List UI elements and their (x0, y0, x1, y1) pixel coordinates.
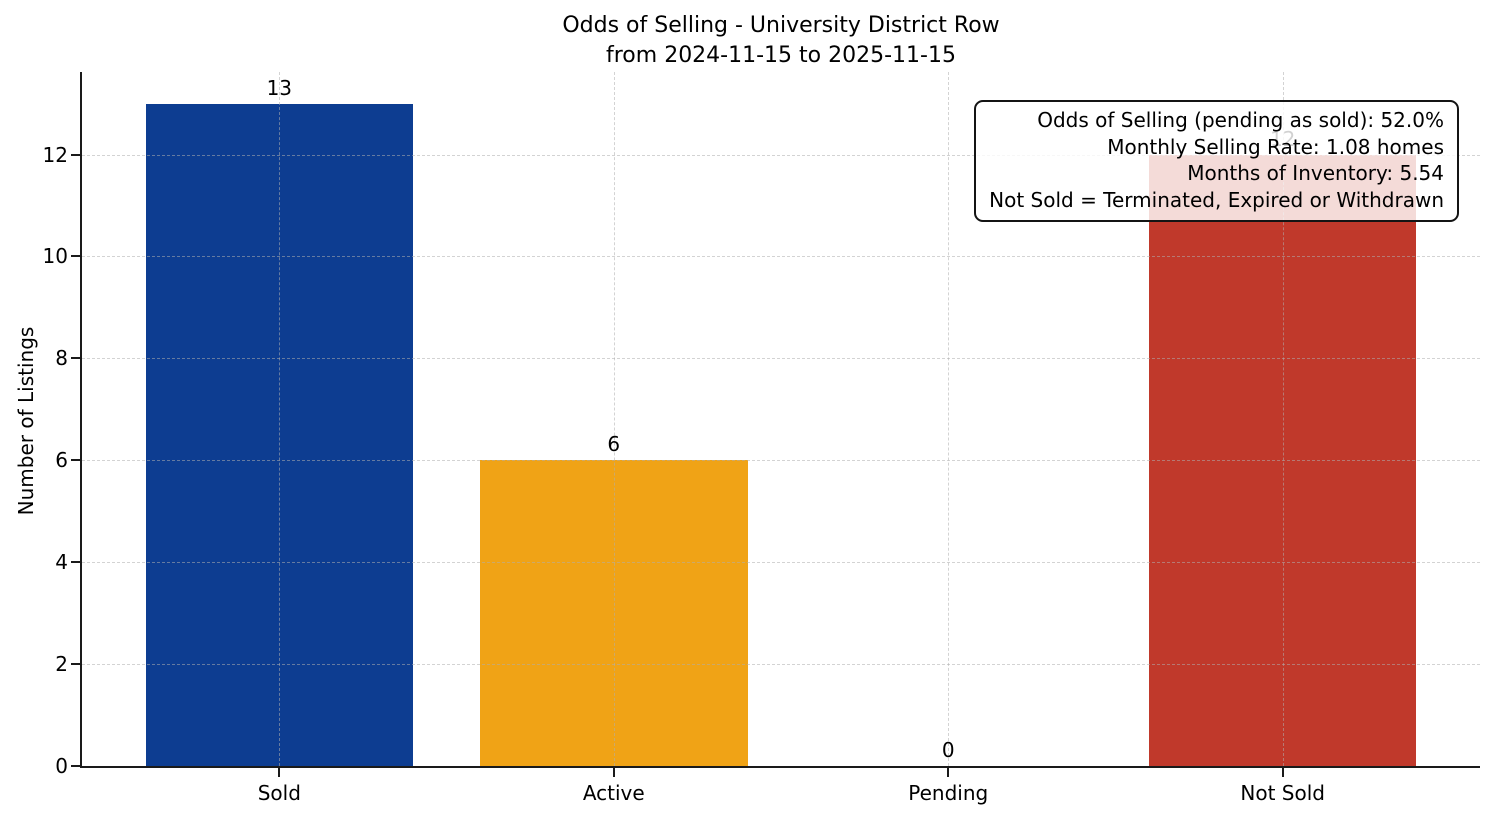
x-tick-active (612, 768, 615, 777)
x-tick-sold (278, 768, 281, 777)
y-tick (71, 459, 80, 462)
chart-title-block: Odds of Selling - University District Ro… (82, 11, 1480, 71)
y-tick-label: 10 (42, 244, 68, 269)
plot-area: 136012 (82, 72, 1480, 766)
bar-value-label-sold: 13 (266, 75, 293, 100)
x-tick-label-sold: Sold (257, 781, 301, 805)
x-tick-label-not-sold: Not Sold (1240, 781, 1325, 805)
y-tick-label: 2 (55, 652, 68, 677)
grid-line-vertical (613, 72, 615, 766)
chart-title: Odds of Selling - University District Ro… (562, 13, 1000, 38)
y-tick (71, 765, 80, 767)
stats-line-months-of-inventory: Months of Inventory: 5.54 (1187, 161, 1444, 185)
grid-line-horizontal (82, 154, 1480, 156)
x-tick-not-sold (1281, 768, 1284, 777)
y-tick-label: 8 (55, 346, 68, 371)
bar-active (479, 460, 748, 766)
y-tick (71, 255, 80, 258)
y-tick (71, 561, 80, 564)
x-tick-label-active: Active (582, 781, 645, 805)
grid-line-vertical (948, 72, 950, 766)
x-tick-pending (947, 768, 950, 777)
y-tick-label: 0 (55, 754, 68, 778)
stats-box: Odds of Selling (pending as sold): 52.0%… (974, 100, 1459, 222)
bar-value-label-active: 6 (607, 432, 621, 457)
y-tick-label: 12 (42, 142, 68, 167)
y-axis-spine (80, 72, 82, 768)
grid-line-horizontal (82, 358, 1480, 360)
grid-line-horizontal (82, 562, 1480, 564)
grid-line-horizontal (82, 460, 1480, 462)
y-tick-label: 6 (55, 448, 68, 473)
grid-line-vertical (1282, 72, 1284, 766)
grid-line-horizontal (82, 664, 1480, 666)
stats-line-odds-of-selling: Odds of Selling (pending as sold): 52.0% (1037, 108, 1444, 132)
y-tick (71, 663, 80, 666)
chart-subtitle: from 2024-11-15 to 2025-11-15 (606, 43, 956, 68)
x-tick-label-pending: Pending (908, 781, 989, 805)
stats-line-not-sold-note: Not Sold = Terminated, Expired or Withdr… (989, 187, 1444, 212)
x-axis-spine (80, 766, 1480, 768)
y-tick (71, 357, 80, 360)
bar-value-label-pending: 0 (941, 738, 955, 762)
grid-line-vertical (279, 72, 281, 766)
y-tick (71, 153, 80, 156)
y-tick-label: 4 (55, 550, 68, 575)
stats-line-monthly-selling-rate: Monthly Selling Rate: 1.08 homes (1107, 134, 1444, 159)
bar-sold (145, 103, 414, 766)
grid-line-horizontal (82, 256, 1480, 258)
